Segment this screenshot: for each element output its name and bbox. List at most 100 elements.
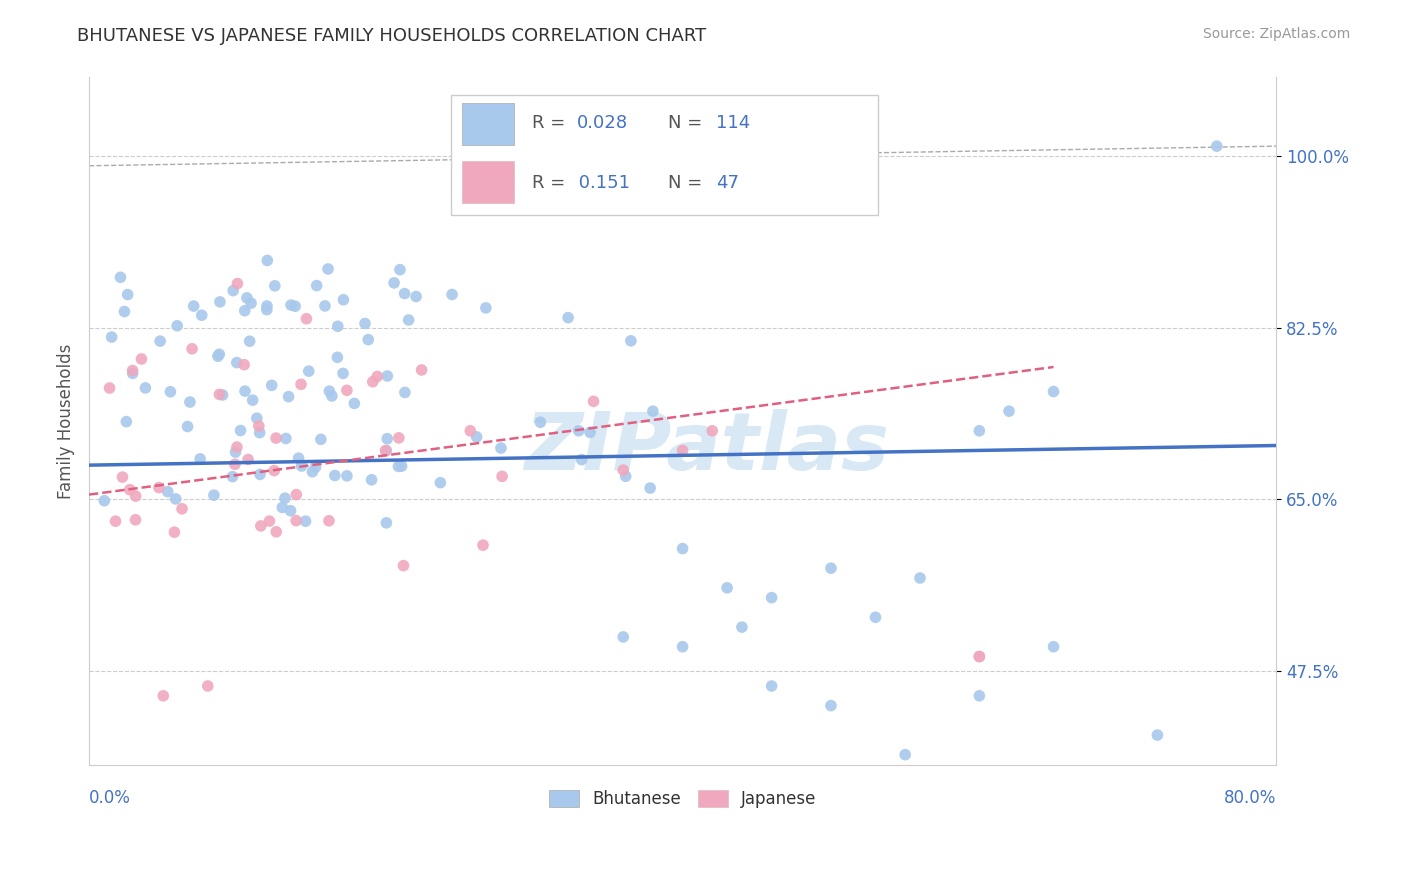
Point: [256, 299, 278, 313]
Point: [256, 253, 278, 268]
Point: [100, 330, 122, 344]
Point: [612, 630, 634, 644]
Point: [388, 262, 411, 277]
Text: Source: ZipAtlas.com: Source: ZipAtlas.com: [1202, 27, 1350, 41]
Point: [820, 698, 842, 713]
Point: [394, 286, 416, 301]
Point: [249, 425, 271, 440]
Point: [179, 395, 201, 409]
Point: [529, 415, 551, 429]
Text: R =: R =: [531, 174, 571, 192]
Point: [354, 317, 377, 331]
Point: [170, 501, 193, 516]
Point: [671, 541, 693, 556]
Y-axis label: Family Households: Family Households: [58, 343, 75, 499]
Point: [641, 404, 664, 418]
Point: [260, 378, 283, 392]
Point: [398, 313, 420, 327]
Point: [274, 491, 297, 505]
Point: [761, 591, 783, 605]
FancyBboxPatch shape: [461, 103, 515, 145]
Point: [458, 424, 481, 438]
Point: [111, 470, 134, 484]
Point: [240, 296, 263, 310]
Point: [226, 440, 249, 454]
Point: [309, 433, 332, 447]
Point: [316, 262, 339, 277]
Point: [208, 294, 231, 309]
Point: [366, 369, 388, 384]
Point: [166, 318, 188, 333]
Point: [318, 384, 340, 399]
Point: [124, 513, 146, 527]
Point: [290, 377, 312, 392]
Point: [98, 381, 121, 395]
Point: [894, 747, 917, 762]
Point: [280, 298, 302, 312]
FancyBboxPatch shape: [461, 161, 515, 203]
Point: [263, 464, 285, 478]
Point: [405, 289, 427, 303]
Point: [152, 689, 174, 703]
Point: [336, 468, 359, 483]
Point: [969, 649, 991, 664]
Point: [197, 679, 219, 693]
Text: 0.0%: 0.0%: [89, 789, 131, 807]
Point: [865, 610, 887, 624]
Point: [491, 469, 513, 483]
Point: [429, 475, 451, 490]
Point: [332, 367, 354, 381]
Point: [208, 347, 231, 361]
Point: [318, 514, 340, 528]
Point: [475, 301, 498, 315]
Point: [287, 451, 309, 466]
Point: [110, 270, 132, 285]
Point: [702, 424, 724, 438]
Point: [280, 504, 302, 518]
Point: [375, 443, 398, 458]
Point: [304, 460, 326, 475]
Point: [375, 432, 398, 446]
Point: [326, 351, 349, 365]
Point: [165, 491, 187, 506]
Text: 0.151: 0.151: [574, 174, 630, 192]
Point: [264, 431, 287, 445]
Point: [224, 458, 246, 472]
Point: [118, 483, 141, 497]
Point: [360, 473, 382, 487]
Point: [256, 302, 278, 317]
Point: [375, 516, 398, 530]
Point: [207, 349, 229, 363]
Point: [149, 334, 172, 348]
Point: [321, 389, 343, 403]
Legend: Bhutanese, Japanese: Bhutanese, Japanese: [543, 783, 823, 814]
Point: [908, 571, 931, 585]
Point: [392, 558, 415, 573]
Point: [465, 430, 488, 444]
Point: [163, 525, 186, 540]
Point: [343, 396, 366, 410]
Point: [1042, 384, 1064, 399]
Point: [969, 689, 991, 703]
Point: [411, 363, 433, 377]
Point: [388, 431, 411, 445]
Point: [391, 459, 413, 474]
Point: [181, 342, 204, 356]
Point: [441, 287, 464, 301]
Point: [387, 459, 409, 474]
Point: [202, 488, 225, 502]
Point: [115, 415, 138, 429]
Point: [159, 384, 181, 399]
Point: [294, 514, 316, 528]
Point: [93, 493, 115, 508]
Point: [242, 393, 264, 408]
Point: [131, 351, 153, 366]
Point: [233, 384, 256, 398]
Point: [263, 278, 285, 293]
Text: N =: N =: [668, 174, 709, 192]
Point: [326, 319, 349, 334]
Point: [221, 469, 243, 483]
Point: [332, 293, 354, 307]
Point: [226, 277, 249, 291]
Point: [374, 443, 396, 458]
